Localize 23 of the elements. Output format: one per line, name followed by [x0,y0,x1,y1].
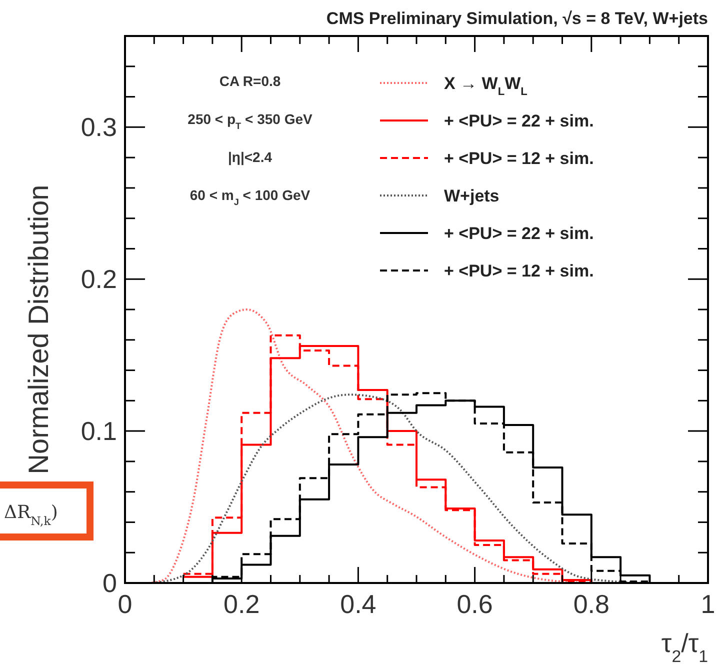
x-tick-label: 1 [700,589,716,619]
annotation: |η|<2.4 [228,149,272,166]
annotation: 250 < p$_{T}$ < 350 GeV [188,111,313,131]
text: ΔR$_{N,k}$) [4,502,58,528]
y-tick-label: 0 [102,568,117,598]
legend-label: + <PU> = 22 + sim. [444,224,594,243]
legend-label: + <PU> = 12 + sim. [444,149,594,168]
annotation: 60 < m$_{J}$ < 100 GeV [190,187,311,207]
x-tick-label: 0.4 [340,589,376,619]
legend-label: + <PU> = 22 + sim. [444,112,594,130]
y-tick-label: 0.1 [80,416,117,446]
legend-label: W+jets [444,186,500,206]
x-tick-label: 0.8 [573,589,610,619]
legend-label: X → W$_{L}$W$_{L}$ [444,74,528,98]
x-axis-title: τ$_{2}$/τ$_{1}$ [661,628,708,666]
x-tick-label: 0.2 [224,589,260,619]
annotation: CA R=0.8 [219,73,281,89]
y-axis-title: Normalized Distribution [23,184,54,474]
chart-title: CMS Preliminary Simulation, √s = 8 TeV, W+jets [326,9,708,28]
x-tick-label: 0.6 [456,589,493,619]
y-tick-label: 0.2 [80,264,117,294]
legend-label: + <PU> = 12 + sim. [444,262,594,280]
y-tick-label: 0.3 [80,112,117,142]
